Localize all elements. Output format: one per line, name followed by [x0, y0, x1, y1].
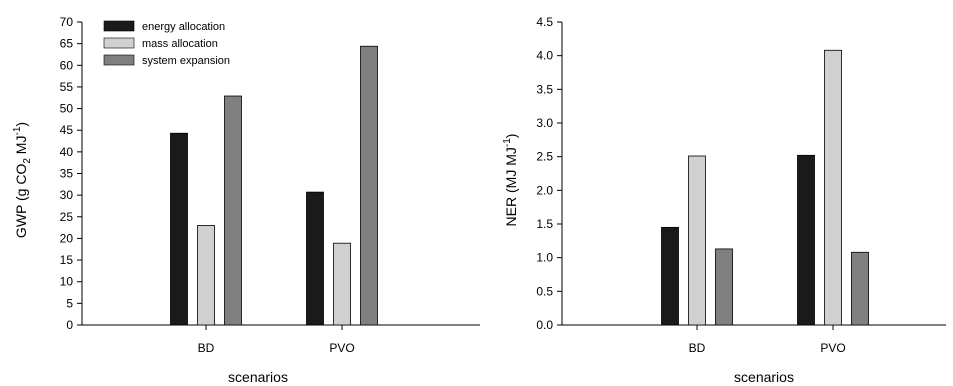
ner-ylabel-close: ) [503, 134, 519, 139]
ner-bar-pvo-s0 [797, 154, 815, 326]
ner-x-tick-label-pvo: PVO [820, 341, 845, 355]
ner-y-tick-label: 1.5 [536, 217, 553, 231]
gwp-bar-pvo-s0 [306, 191, 324, 326]
gwp-bar-bd-s2 [224, 95, 242, 326]
gwp-y-tick-label: 20 [60, 231, 74, 245]
gwp-y-tick-label: 0 [66, 318, 73, 332]
ner-y-tick-label: 3.0 [536, 116, 553, 130]
ner-y-tick-label: 4.5 [536, 15, 553, 29]
gwp-bar-pvo-s2 [360, 45, 378, 326]
gwp-y-tick-label: 50 [60, 102, 74, 116]
gwp-x-axis-title: scenarios [228, 369, 288, 385]
gwp-legend-label-1: mass allocation [142, 38, 218, 50]
gwp-ylabel-part-0: GWP (g CO [13, 164, 29, 239]
gwp-y-tick-label: 25 [60, 210, 74, 224]
gwp-y-tick-label: 55 [60, 80, 74, 94]
ner-bar-pvo-s2 [851, 251, 869, 326]
gwp-y-tick-label: 10 [60, 275, 74, 289]
gwp-legend-label-2: system expansion [142, 55, 230, 67]
gwp-ylabel-sup-minus1: -1 [12, 126, 23, 135]
ner-y-tick-label: 3.5 [536, 82, 553, 96]
gwp-legend-swatch-2 [103, 54, 135, 66]
gwp-y-tick-label: 15 [60, 253, 74, 267]
ner-bar-bd-s0 [661, 226, 679, 326]
ner-ylabel-sup-minus1: -1 [502, 138, 513, 147]
gwp-legend-label-0: energy allocation [142, 21, 225, 33]
ner-ylabel-part-0: NER (MJ MJ [503, 147, 519, 226]
ner-y-tick-label: 1.0 [536, 251, 553, 265]
ner-y-tick-label: 2.5 [536, 150, 553, 164]
ner-y-tick-label: 0.5 [536, 284, 553, 298]
gwp-y-tick-label: 30 [60, 188, 74, 202]
gwp-y-tick-label: 40 [60, 145, 74, 159]
ner-y-tick-label: 2.0 [536, 183, 553, 197]
gwp-x-tick-label-bd: BD [198, 341, 215, 355]
gwp-legend-swatch-0 [103, 20, 135, 32]
ner-chart: NER (MJ MJ-1) scenarios 0.0 0.5 1.0 1.5 2.0 2… [502, 15, 946, 385]
ner-y-axis-title: NER (MJ MJ-1) [502, 134, 519, 227]
gwp-y-tick-label: 70 [60, 15, 74, 29]
svg-text:GWP (g CO2 MJ-1): GWP (g CO2 MJ-1) [12, 122, 33, 238]
gwp-y-tick-label: 65 [60, 37, 74, 51]
gwp-y-tick-label: 60 [60, 58, 74, 72]
gwp-y-tick-label: 35 [60, 167, 74, 181]
ner-bar-bd-s2 [715, 248, 733, 326]
gwp-bar-bd-s1 [197, 225, 215, 326]
ner-bar-pvo-s1 [824, 49, 842, 326]
gwp-y-axis-title: GWP (g CO2 MJ-1) [12, 122, 33, 238]
gwp-chart: GWP (g CO2 MJ-1) scenarios 0 5 10 15 20 25 30 3… [12, 15, 480, 385]
gwp-y-tick-label: 5 [66, 296, 73, 310]
ner-bar-bd-s1 [688, 155, 706, 326]
gwp-ylabel-part-mj: MJ [13, 136, 29, 159]
ner-y-tick-label: 4.0 [536, 49, 553, 63]
ner-x-axis-title: scenarios [734, 369, 794, 385]
ner-y-tick-label: 0.0 [536, 318, 553, 332]
svg-text:NER (MJ MJ-1): NER (MJ MJ-1) [502, 134, 519, 227]
gwp-bar-bd-s0 [170, 132, 188, 326]
gwp-ylabel-sub-2: 2 [22, 158, 33, 164]
gwp-bar-pvo-s1 [333, 242, 351, 326]
gwp-ylabel-close: ) [13, 122, 29, 127]
gwp-x-tick-label-pvo: PVO [329, 341, 354, 355]
gwp-legend-swatch-1 [103, 37, 135, 49]
gwp-y-tick-label: 45 [60, 123, 74, 137]
ner-x-tick-label-bd: BD [689, 341, 706, 355]
